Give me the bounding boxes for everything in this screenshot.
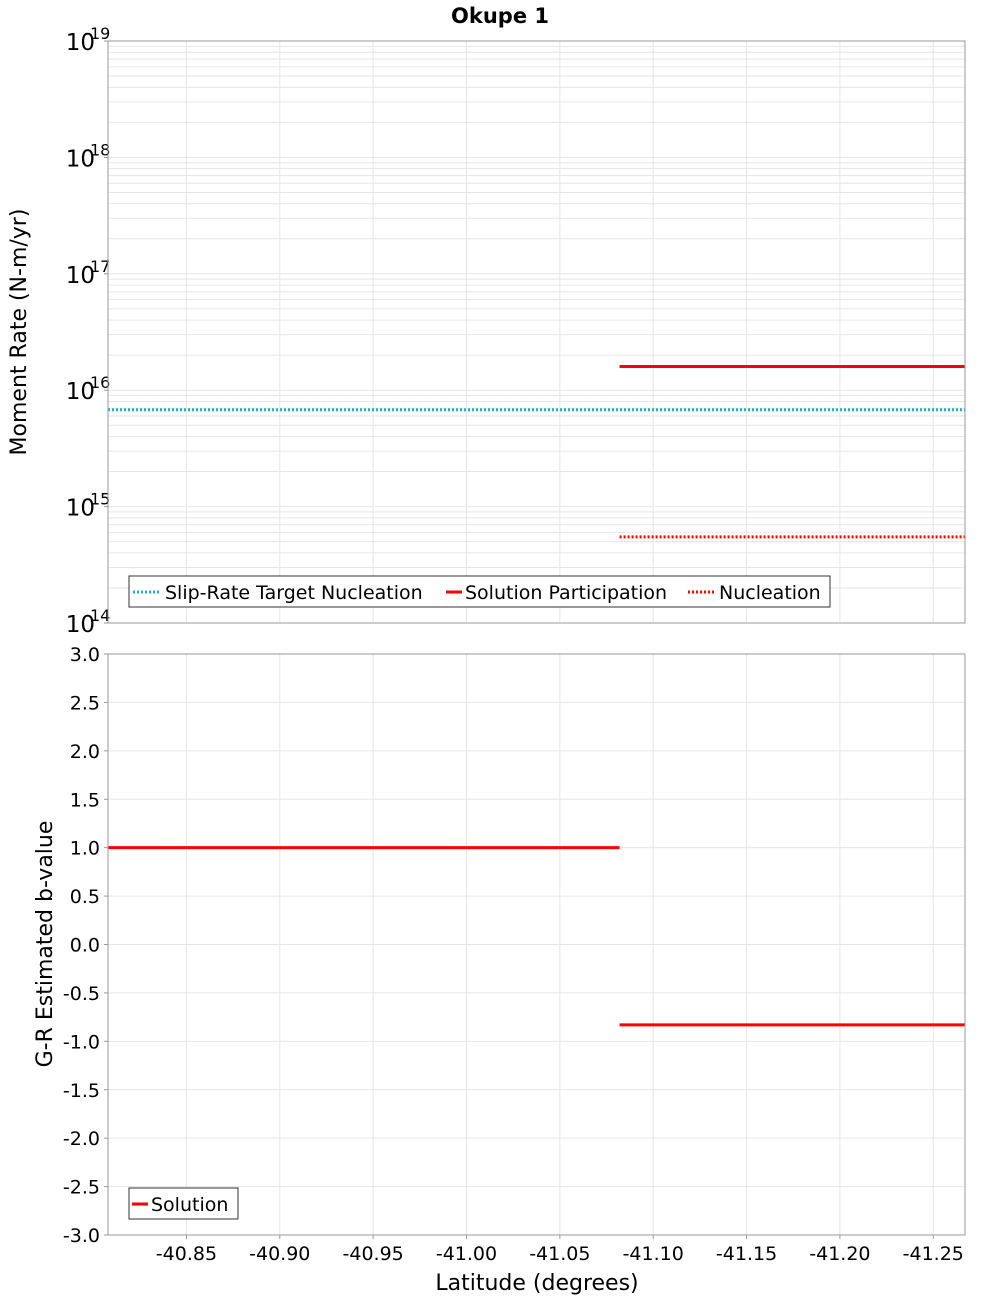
bottom-y-axis-label: G-R Estimated b-value xyxy=(33,821,58,1068)
bottom-y-tick-label: -0.5 xyxy=(63,983,100,1005)
x-tick-label: -41.00 xyxy=(436,1243,497,1265)
legend-label-slip-rate-target: Slip-Rate Target Nucleation xyxy=(165,582,423,604)
x-tick-label: -41.20 xyxy=(809,1243,870,1265)
bottom-y-tick-label: 0.0 xyxy=(70,935,100,957)
top-y-tick-label-exponent: 14 xyxy=(90,606,110,625)
x-tick-label: -41.15 xyxy=(716,1243,777,1265)
bottom-y-tick-label: -2.5 xyxy=(63,1177,100,1199)
x-tick-label: -41.05 xyxy=(529,1243,590,1265)
bottom-y-tick-label: -3.0 xyxy=(63,1225,100,1247)
legend-label-nucleation: Nucleation xyxy=(719,582,821,604)
bottom-y-tick-label: -1.5 xyxy=(63,1080,100,1102)
top-gridlines xyxy=(108,41,965,624)
top-y-tick-label-exponent: 19 xyxy=(90,24,110,43)
bottom-y-tick-label: 1.0 xyxy=(70,838,100,860)
top-plot-area xyxy=(108,41,965,623)
bottom-y-tick-label: 2.0 xyxy=(70,741,100,763)
x-axis-label: Latitude (degrees) xyxy=(435,1271,638,1296)
top-y-tick-label-exponent: 18 xyxy=(90,140,110,159)
bottom-y-ticks: 3.0 2.5 2.0 1.5 1.0 0.5 0.0 -0.5 -1.0 -1.5 -2.0 -2.… xyxy=(63,644,108,1247)
top-y-tick-label-base: 10 xyxy=(66,263,95,289)
x-tick-label: -41.10 xyxy=(623,1243,684,1265)
top-y-tick-label-base: 10 xyxy=(66,146,95,172)
legend-label-solution-participation: Solution Participation xyxy=(465,582,667,604)
top-plot-frame xyxy=(107,40,966,624)
legend-label-solution: Solution xyxy=(151,1194,228,1216)
top-y-tick-label-base: 10 xyxy=(66,496,95,522)
bottom-y-tick-label: 2.5 xyxy=(70,692,100,714)
top-series xyxy=(108,364,965,539)
bottom-y-tick-label: -2.0 xyxy=(63,1128,100,1150)
bottom-y-tick-label: 1.5 xyxy=(70,789,100,811)
bottom-y-tick-label: 0.5 xyxy=(70,886,100,908)
x-tick-label: -40.85 xyxy=(156,1243,217,1265)
top-y-tick-label-exponent: 17 xyxy=(90,257,110,276)
top-y-axis-label: Moment Rate (N-m/yr) xyxy=(7,209,32,456)
x-axis-ticks: -40.85 -40.90 -40.95 -41.00 -41.05 -41.10 -41.… xyxy=(156,1235,964,1265)
bottom-y-tick-label: 3.0 xyxy=(70,644,100,666)
bottom-plot-frame xyxy=(107,653,966,1236)
top-y-tick-label-base: 10 xyxy=(66,30,95,56)
top-legend: Slip-Rate Target Nucleation Solution Par… xyxy=(128,575,831,608)
b-value-panel: 3.0 2.5 2.0 1.5 1.0 0.5 0.0 -0.5 -1.0 -1.5 -2.0 -2.… xyxy=(33,644,966,1247)
bottom-y-tick-label: -1.0 xyxy=(63,1031,100,1053)
bottom-series xyxy=(108,846,965,1027)
chart-title: Okupe 1 xyxy=(451,4,549,28)
x-tick-label: -41.25 xyxy=(903,1243,964,1265)
top-y-tick-label-exponent: 15 xyxy=(90,490,110,509)
bottom-legend: Solution xyxy=(128,1187,239,1220)
top-y-tick-label-exponent: 16 xyxy=(90,373,110,392)
top-y-tick-label-base: 10 xyxy=(66,612,95,638)
x-tick-label: -40.95 xyxy=(343,1243,404,1265)
x-tick-label: -40.90 xyxy=(249,1243,310,1265)
top-y-tick-label-base: 10 xyxy=(66,379,95,405)
